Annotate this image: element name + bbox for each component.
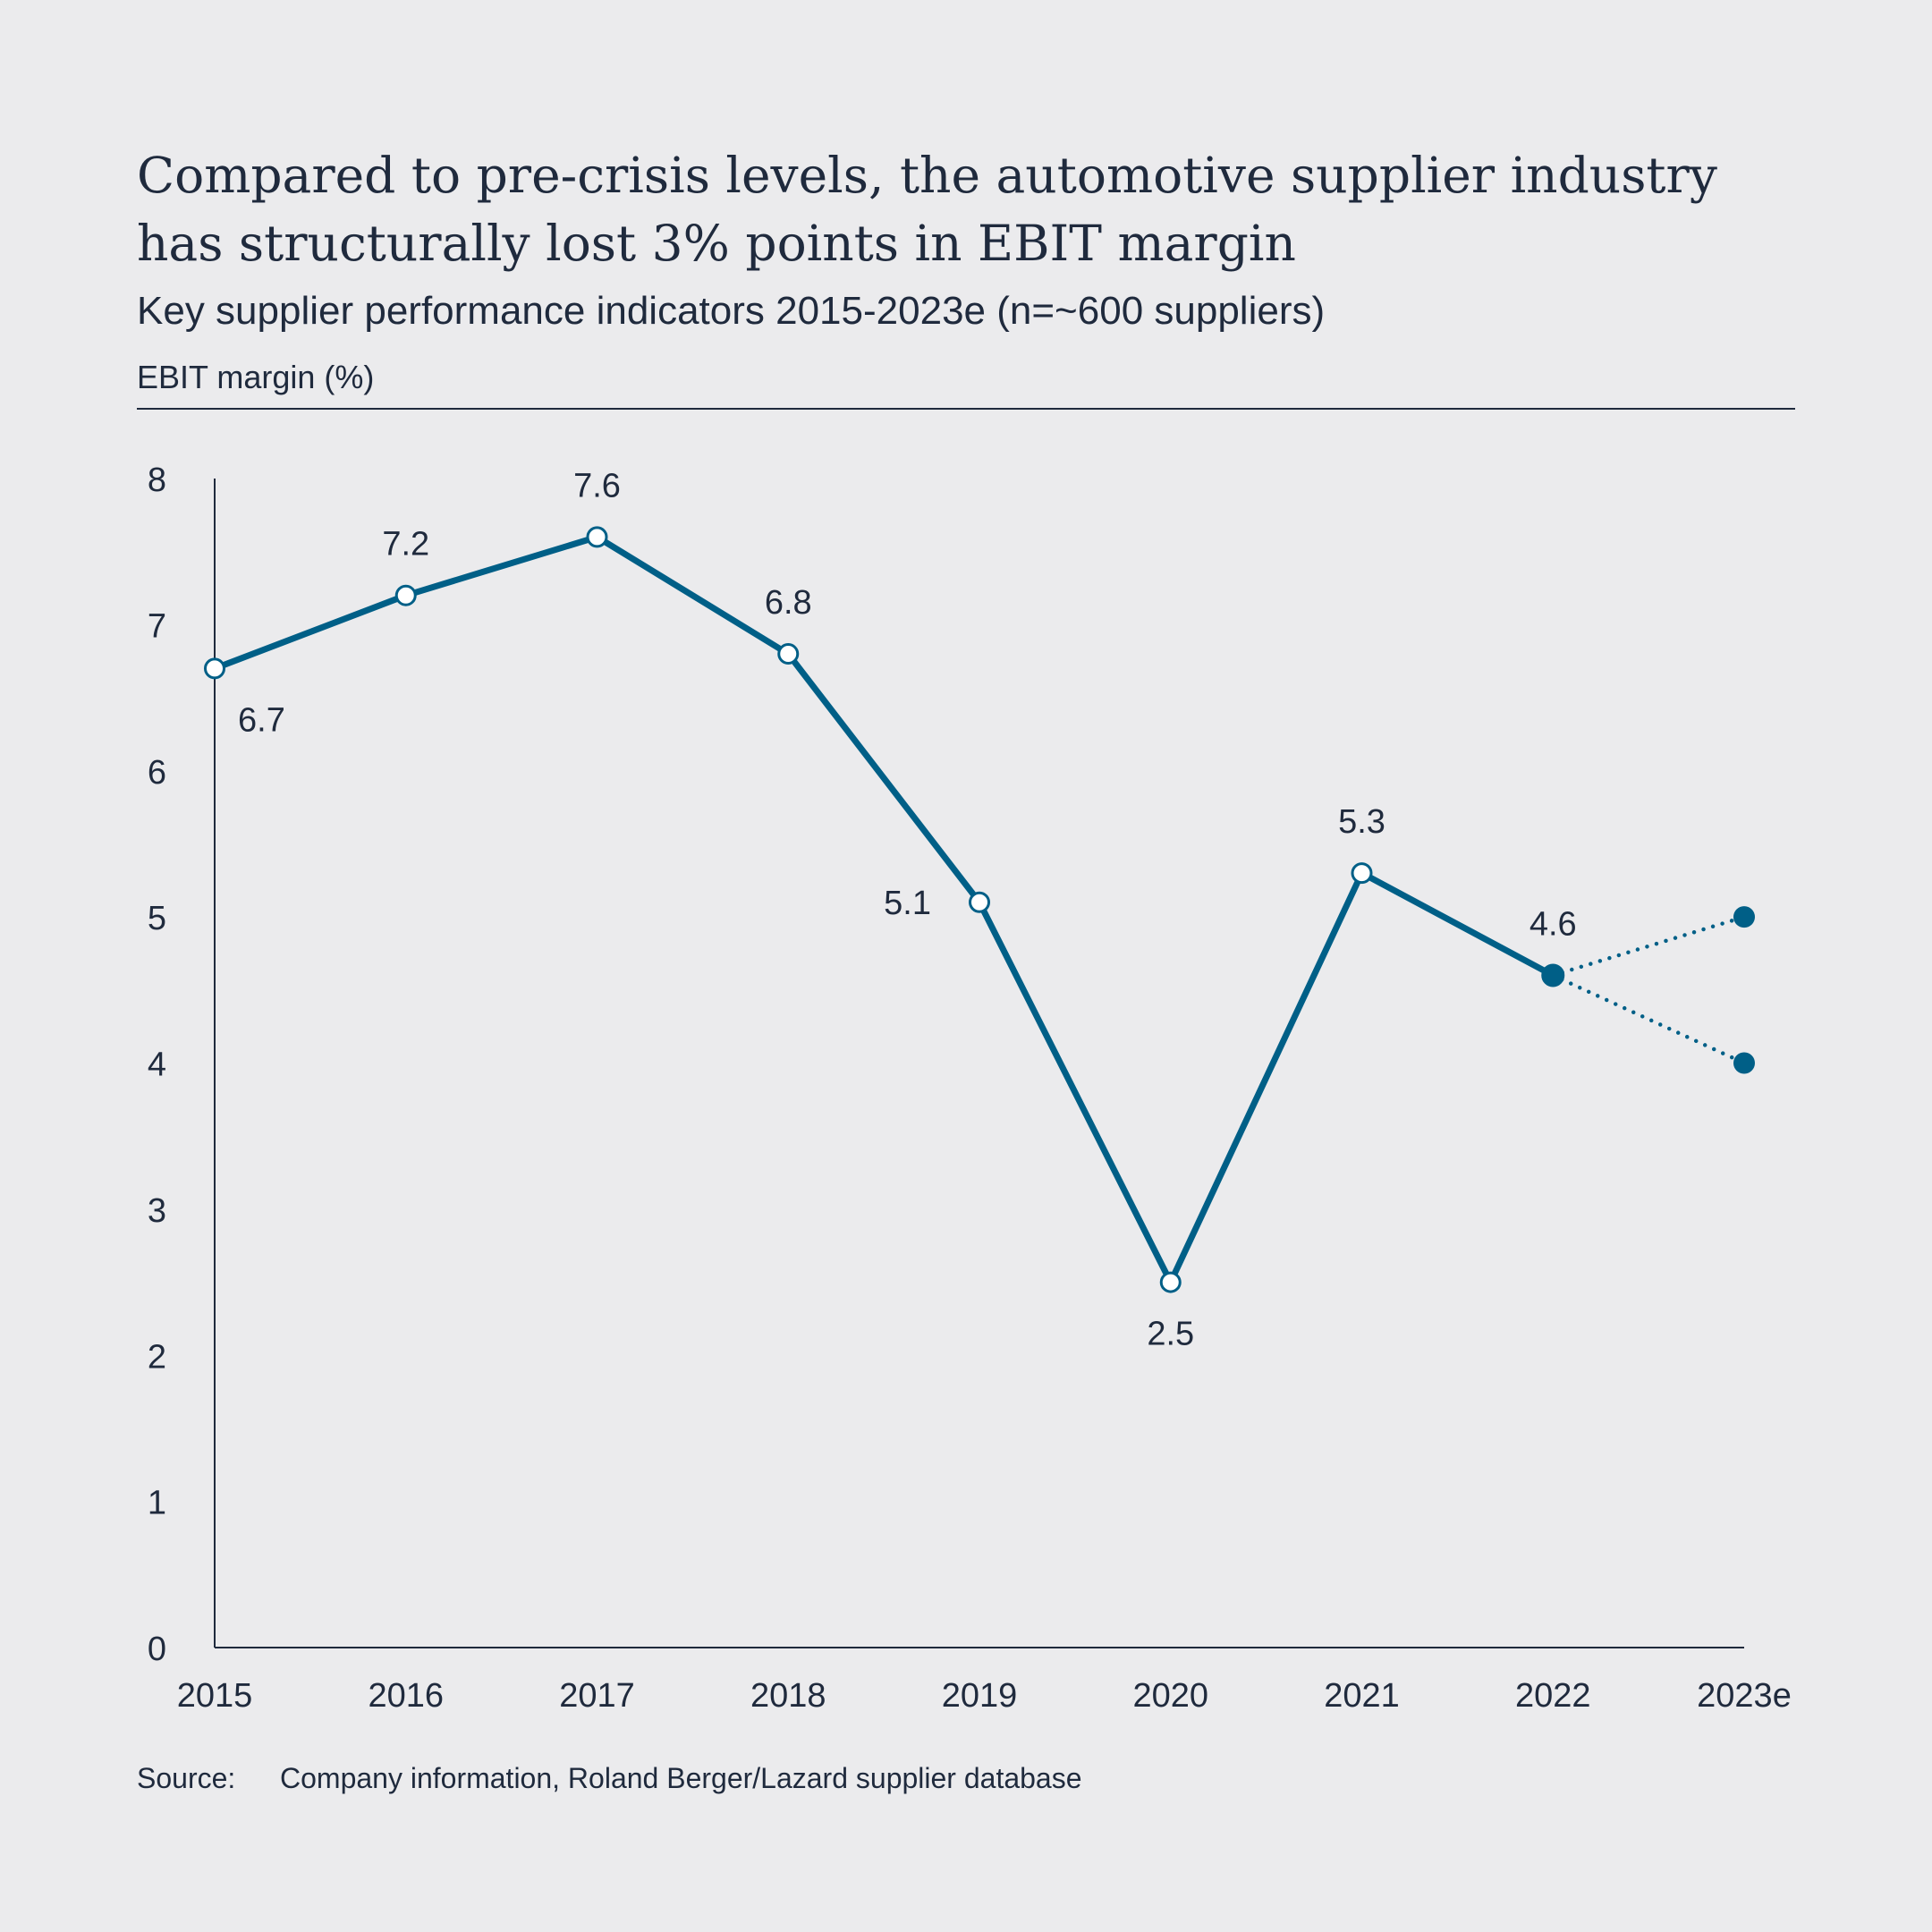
chart-title: Compared to pre-crisis levels, the autom…: [137, 147, 1717, 272]
x-tick-label: 2017: [559, 1677, 635, 1715]
data-point-marker: [777, 643, 800, 665]
estimate-point-marker: [1733, 906, 1755, 928]
data-label: 7.6: [573, 467, 621, 504]
y-tick-label: 3: [148, 1192, 166, 1230]
data-label: 4.6: [1530, 905, 1577, 943]
header-divider: [137, 408, 1795, 410]
chart-axes: [214, 479, 1744, 1648]
data-label: 6.7: [238, 701, 285, 739]
data-label: 7.2: [382, 526, 429, 564]
series-line-ebit-margin: [213, 533, 1555, 1286]
y-tick-label: 5: [148, 900, 166, 937]
data-point-marker: [586, 526, 608, 548]
chart-subtitle: Key supplier performance indicators 2015…: [137, 289, 1326, 333]
chart-data-labels: 6.7 7.2 7.6 6.8 5.1 2.5 5.3 4.6: [238, 467, 1577, 1352]
y-tick-label: 1: [148, 1485, 166, 1522]
data-label: 5.3: [1338, 803, 1385, 841]
x-tick-label: 2023e: [1697, 1677, 1792, 1715]
data-label: 5.1: [884, 885, 931, 922]
estimate-point-marker: [1733, 1052, 1755, 1074]
series-line-lower-estimate: [1551, 973, 1747, 1065]
x-tick-label: 2016: [368, 1677, 444, 1715]
x-tick-label: 2018: [750, 1677, 826, 1715]
x-tick-label: 2020: [1132, 1677, 1208, 1715]
data-point-marker: [1159, 1271, 1182, 1293]
x-tick-label: 2021: [1324, 1677, 1400, 1715]
x-tick-label: 2022: [1515, 1677, 1591, 1715]
data-label: 2.5: [1147, 1316, 1194, 1353]
data-point-marker: [204, 657, 225, 680]
chart-series-lines: [213, 533, 1747, 1286]
data-point-marker: [394, 584, 417, 606]
y-tick-label: 7: [148, 607, 166, 645]
x-tick-label: 2015: [177, 1677, 253, 1715]
source-label: Source:: [137, 1762, 236, 1794]
source-note: Source: Company information, Roland Berge…: [137, 1760, 1082, 1796]
source-text: Company information, Roland Berger/Lazar…: [280, 1762, 1082, 1794]
y-tick-label: 0: [148, 1631, 166, 1668]
data-point-marker: [1541, 963, 1565, 987]
chart-data-points: [204, 526, 1755, 1293]
series-line-upper-estimate: [1551, 914, 1747, 978]
data-point-marker: [969, 891, 990, 913]
chart-tick-labels: 0 1 2 3 4 5 6 7 8 2015 2016 2017 2018 2019 2020 2021 202…: [148, 462, 1792, 1715]
x-tick-label: 2019: [942, 1677, 1018, 1715]
y-tick-label: 4: [148, 1046, 166, 1084]
y-axis-unit-label: EBIT margin (%): [137, 359, 375, 395]
y-tick-label: 6: [148, 754, 166, 792]
y-tick-label: 8: [148, 462, 166, 499]
data-label: 6.8: [765, 584, 812, 622]
data-point-marker: [1351, 862, 1373, 885]
y-tick-label: 2: [148, 1338, 166, 1376]
